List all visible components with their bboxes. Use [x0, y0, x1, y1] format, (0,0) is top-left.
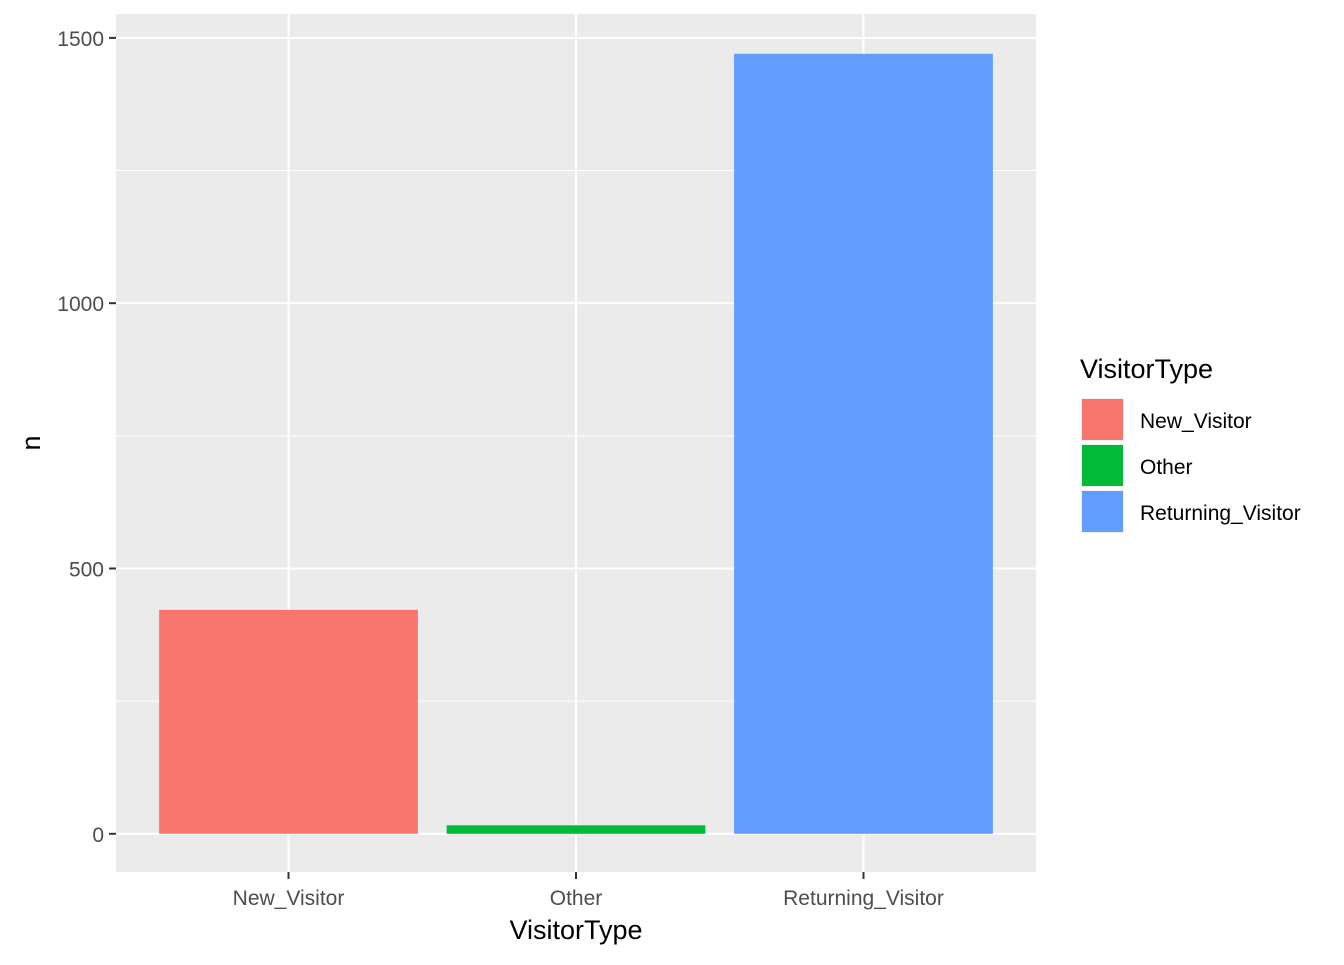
legend-items: New_Visitor Other Returning_Visitor [1081, 398, 1301, 533]
legend-entry-label: New_Visitor [1140, 410, 1252, 433]
y-axis: 0 500 1000 1500 [57, 28, 116, 847]
y-axis-title: n [16, 435, 46, 450]
legend-key-swatch [1082, 399, 1123, 440]
bar-returning-visitor [734, 53, 993, 834]
x-tick-label: Returning_Visitor [783, 887, 944, 910]
y-tick-label: 500 [69, 558, 104, 581]
bar-new-visitor [159, 609, 418, 834]
y-tick-label: 1500 [57, 28, 104, 51]
legend-key-swatch [1082, 445, 1123, 486]
y-tick-label: 0 [92, 824, 104, 847]
x-axis-title: VisitorType [509, 915, 642, 945]
bar-other [446, 825, 706, 834]
bars [159, 53, 993, 834]
y-tick-label: 1000 [57, 293, 104, 316]
legend-title: VisitorType [1080, 354, 1213, 384]
x-axis: New_Visitor Other Returning_Visitor [233, 872, 944, 910]
legend-entry-label: Returning_Visitor [1140, 502, 1301, 525]
legend: VisitorType New_Visitor Other Returning_Vi… [1080, 354, 1301, 533]
legend-key-swatch [1082, 491, 1123, 532]
legend-entry-label: Other [1140, 456, 1193, 479]
x-tick-label: Other [550, 887, 603, 910]
x-tick-label: New_Visitor [233, 887, 345, 910]
